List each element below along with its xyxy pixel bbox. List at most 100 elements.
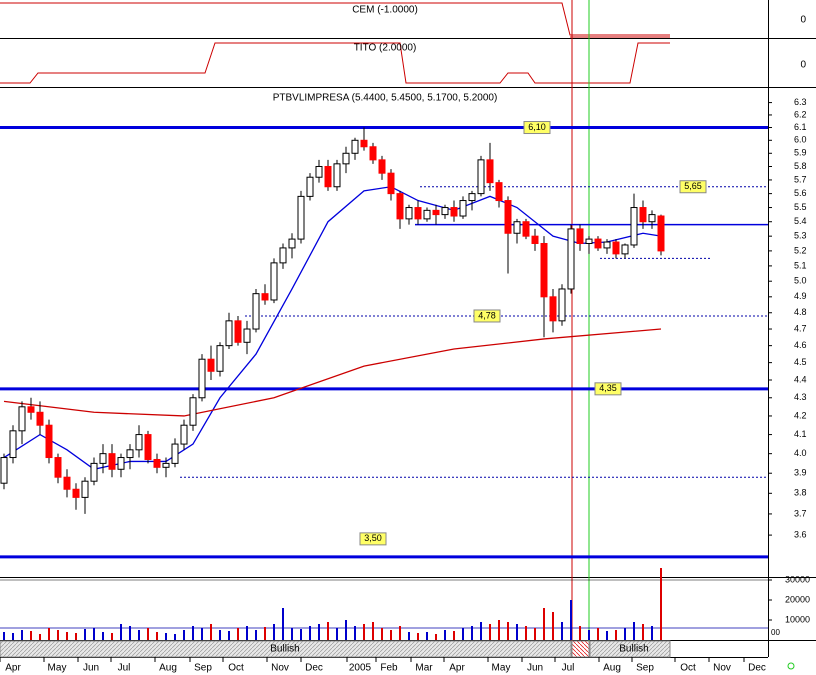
candle-body	[99, 453, 107, 464]
y-tick-label: 4.7	[794, 323, 807, 333]
candle-body	[603, 241, 611, 249]
x-tick-label: Nov	[271, 663, 289, 674]
level-label-box	[359, 532, 387, 546]
candle-body	[423, 209, 431, 220]
band	[589, 640, 671, 658]
tito-tick: 0	[800, 60, 806, 71]
candle-body	[531, 235, 539, 244]
candle-body	[0, 457, 8, 484]
x-tick-label: Sep	[636, 663, 654, 674]
candle-body	[630, 207, 638, 246]
x-tick-label: May	[48, 663, 67, 674]
y-tick-label: 3.8	[794, 488, 807, 498]
candle-body	[162, 462, 170, 468]
candle-body	[360, 139, 368, 148]
x-tick-label: Aug	[159, 663, 177, 674]
volume-tick-label: 10000	[785, 614, 810, 624]
y-tick-label: 4.3	[794, 392, 807, 402]
y-tick-label: 6.2	[794, 109, 807, 119]
candle-body	[144, 434, 152, 460]
candle-body	[378, 159, 386, 174]
x-tick-label: Jul	[118, 663, 131, 674]
x-tick-label: Aug	[603, 663, 621, 674]
x-tick-label: Jul	[562, 663, 575, 674]
x-tick-label: Feb	[380, 663, 398, 674]
cem-label: CEM (-1.0000)	[352, 5, 418, 16]
candle-body	[477, 159, 485, 195]
y-tick-label: 3.7	[794, 508, 807, 518]
y-tick-label: 3.9	[794, 468, 807, 478]
x-tick-label: Apr	[449, 663, 465, 674]
y-tick-label: 6.1	[794, 122, 807, 132]
y-tick-label: 4.6	[794, 340, 807, 350]
candle-body	[459, 200, 467, 217]
candle-body	[27, 406, 35, 413]
candle-body	[198, 358, 206, 399]
volume-tick-label: 20000	[785, 594, 810, 604]
band	[0, 640, 572, 658]
candle-body	[297, 195, 305, 240]
candle-body	[639, 207, 647, 223]
y-tick-label: 4.0	[794, 448, 807, 458]
y-tick-label: 5.1	[794, 260, 807, 270]
x-tick-label: Oct	[228, 663, 244, 674]
status-dot	[787, 662, 795, 670]
x-tick-label: Jun	[83, 663, 99, 674]
candle-body	[90, 462, 98, 482]
y-tick-label: 6.3	[794, 97, 807, 107]
x-tick-label: Dec	[748, 663, 766, 674]
y-tick-label: 4.5	[794, 357, 807, 367]
level-label: 4,78	[478, 310, 496, 320]
candle-body	[387, 172, 395, 195]
candle-body	[81, 480, 89, 498]
y-tick-label: 5.0	[794, 276, 807, 286]
y-tick-label: 5.9	[794, 148, 807, 158]
candle-body	[558, 288, 566, 322]
candle-body	[270, 262, 278, 301]
candle-body	[504, 200, 512, 234]
x-tick-label: Jun	[527, 663, 543, 674]
candle-body	[441, 207, 449, 216]
y-tick-label: 5.4	[794, 216, 807, 226]
candle-body	[486, 159, 494, 184]
level-label-box	[594, 382, 622, 396]
x-tick-label: May	[492, 663, 511, 674]
candle-body	[288, 238, 296, 249]
x-tick-label: Sep	[194, 663, 212, 674]
candle-body	[108, 453, 116, 470]
x-tick-label: Dec	[305, 663, 323, 674]
x-tick-label: Oct	[680, 663, 696, 674]
candle-body	[513, 221, 521, 234]
candle-body	[324, 165, 332, 188]
moving-average	[3, 328, 662, 417]
candle-body	[126, 449, 134, 459]
candle-body	[153, 458, 161, 468]
x-tick-label: 2005	[349, 663, 372, 674]
level-label-box	[523, 121, 551, 135]
level-label: 5,65	[684, 181, 702, 191]
candle-body	[243, 328, 251, 343]
candle-body	[180, 424, 188, 445]
x-tick-label: Nov	[713, 663, 731, 674]
candle-body	[252, 293, 260, 330]
candle-body	[306, 176, 314, 197]
y-tick-label: 5.7	[794, 174, 807, 184]
candle-body	[225, 320, 233, 347]
candle-body	[396, 193, 404, 220]
candle-body	[468, 193, 476, 202]
x-tick-label: Mar	[415, 663, 433, 674]
candle-body	[261, 293, 269, 301]
candle-body	[315, 165, 323, 178]
candle-body	[36, 411, 44, 426]
candle-body	[648, 214, 656, 223]
candle-body	[279, 247, 287, 264]
cem-line	[0, 2, 670, 36]
candle-body	[522, 221, 530, 237]
candle-body	[135, 434, 143, 451]
candle-body	[171, 443, 179, 464]
level-label-box	[473, 309, 501, 323]
y-tick-label: 5.5	[794, 202, 807, 212]
level-label: 4,35	[599, 383, 617, 393]
candle-body	[540, 242, 548, 298]
